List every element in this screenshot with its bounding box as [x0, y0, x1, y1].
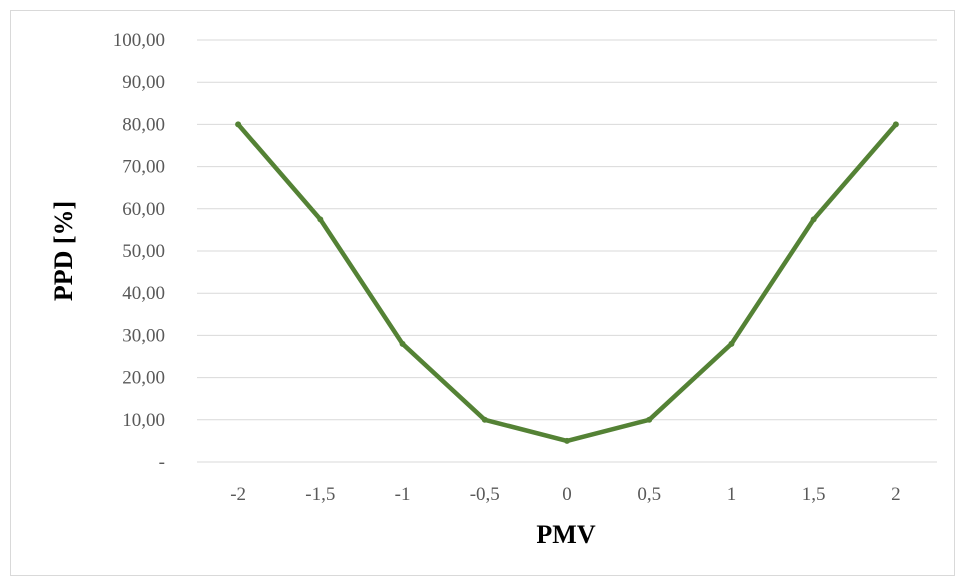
data-point [235, 121, 242, 128]
y-tick-label: 50,00 [122, 241, 165, 262]
y-tick-label: 30,00 [122, 325, 165, 346]
y-tick-label: 70,00 [122, 157, 165, 178]
y-tick-label: 80,00 [122, 114, 165, 135]
data-point [810, 216, 817, 223]
y-tick-label: 90,00 [122, 72, 165, 93]
x-tick-label: 0,5 [637, 484, 661, 505]
x-tick-labels: -2 -1,5 -1 -0,5 0 0,5 1 1,5 2 [230, 484, 900, 505]
x-tick-label: 0 [562, 484, 572, 505]
y-tick-label: - [159, 452, 165, 473]
x-tick-label: 1 [727, 484, 737, 505]
x-tick-label: 1,5 [802, 484, 826, 505]
data-point [892, 121, 899, 128]
data-point [646, 416, 653, 423]
x-tick-label: -1 [395, 484, 411, 505]
x-tick-label: -2 [230, 484, 246, 505]
data-point [564, 437, 570, 444]
data-point [317, 216, 324, 223]
y-tick-labels: - 10,00 20,00 30,00 40,00 50,00 60,00 70,00 80,0… [113, 30, 165, 473]
x-tick-label: -0,5 [470, 484, 500, 505]
x-axis-title: PMV [536, 520, 595, 549]
data-point [399, 340, 406, 347]
y-tick-label: 10,00 [122, 410, 165, 431]
y-tick-label: 100,00 [113, 30, 165, 51]
gridlines [197, 39, 937, 463]
y-tick-label: 40,00 [122, 283, 165, 304]
y-tick-label: 20,00 [122, 368, 165, 389]
y-tick-label: 60,00 [122, 199, 165, 220]
data-point [728, 340, 735, 347]
series-line [235, 122, 899, 444]
x-tick-label: -1,5 [305, 484, 335, 505]
y-axis-title: PPD [%] [49, 201, 78, 301]
x-tick-label: 2 [891, 484, 901, 505]
data-point [481, 416, 488, 423]
series-layer [235, 121, 899, 444]
